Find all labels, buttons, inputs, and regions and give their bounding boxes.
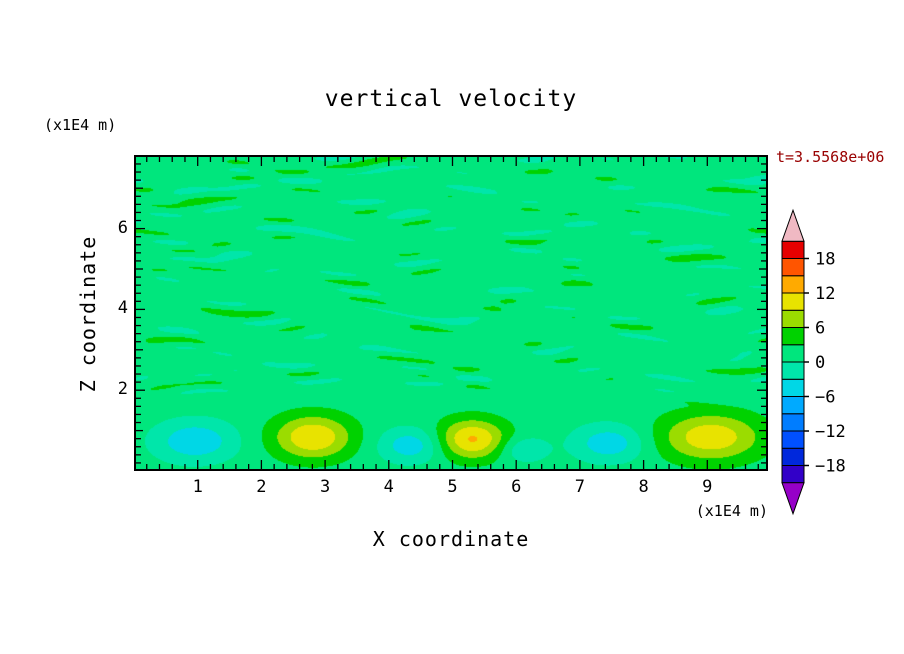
colorbar-box (781, 344, 805, 363)
colorbar-box (781, 292, 805, 311)
colorbar-box (781, 361, 805, 380)
colorbar-box (781, 309, 805, 328)
x-axis-unit-label: (x1E4 m) (695, 502, 768, 520)
colorbar-box (781, 327, 805, 346)
x-tick-label: 6 (511, 477, 522, 497)
colorbar-box (781, 465, 805, 484)
x-tick-label: 3 (319, 477, 331, 497)
x-tick-label: 7 (574, 477, 586, 497)
x-tick-label: 5 (447, 477, 458, 497)
colorbar-label: −18 (815, 457, 846, 477)
colorbar-label: 0 (815, 353, 825, 373)
colorbar-box (781, 396, 805, 415)
colorbar-label: 18 (815, 250, 835, 270)
x-axis-title: X coordinate (372, 527, 530, 551)
colorbar-box (781, 275, 805, 294)
colorbar-over-arrow (781, 208, 805, 242)
contour-plot-canvas (134, 155, 768, 471)
time-label: t=3.5568e+06 (776, 148, 885, 166)
z-axis-unit-label: (x1E4 m) (44, 116, 117, 134)
z-axis-title: Z coordinate (76, 235, 100, 393)
colorbar-under-arrow (781, 482, 805, 516)
colorbar-label: 12 (815, 284, 835, 304)
colorbar-box (781, 447, 805, 466)
colorbar-label: −6 (815, 388, 835, 408)
colorbar-label: 6 (815, 319, 825, 339)
colorbar-label: −12 (815, 422, 846, 442)
x-tick-label: 8 (638, 477, 649, 497)
colorbar: 18 12 6 0 −6 −12 −18 (781, 208, 846, 516)
plot-frame-and-ticks (134, 155, 768, 471)
colorbar-box (781, 430, 805, 449)
colorbar-box (781, 258, 805, 277)
x-tick-label: 4 (383, 477, 394, 497)
colorbar-box (781, 413, 805, 432)
x-tick-label: 1 (192, 477, 203, 497)
colorbar-box (781, 378, 805, 397)
x-tick-label: 2 (256, 477, 267, 497)
chart-title: vertical velocity (324, 86, 578, 112)
x-tick-label: 9 (702, 477, 713, 497)
colorbar-box (781, 240, 805, 259)
plot-border (134, 155, 768, 471)
